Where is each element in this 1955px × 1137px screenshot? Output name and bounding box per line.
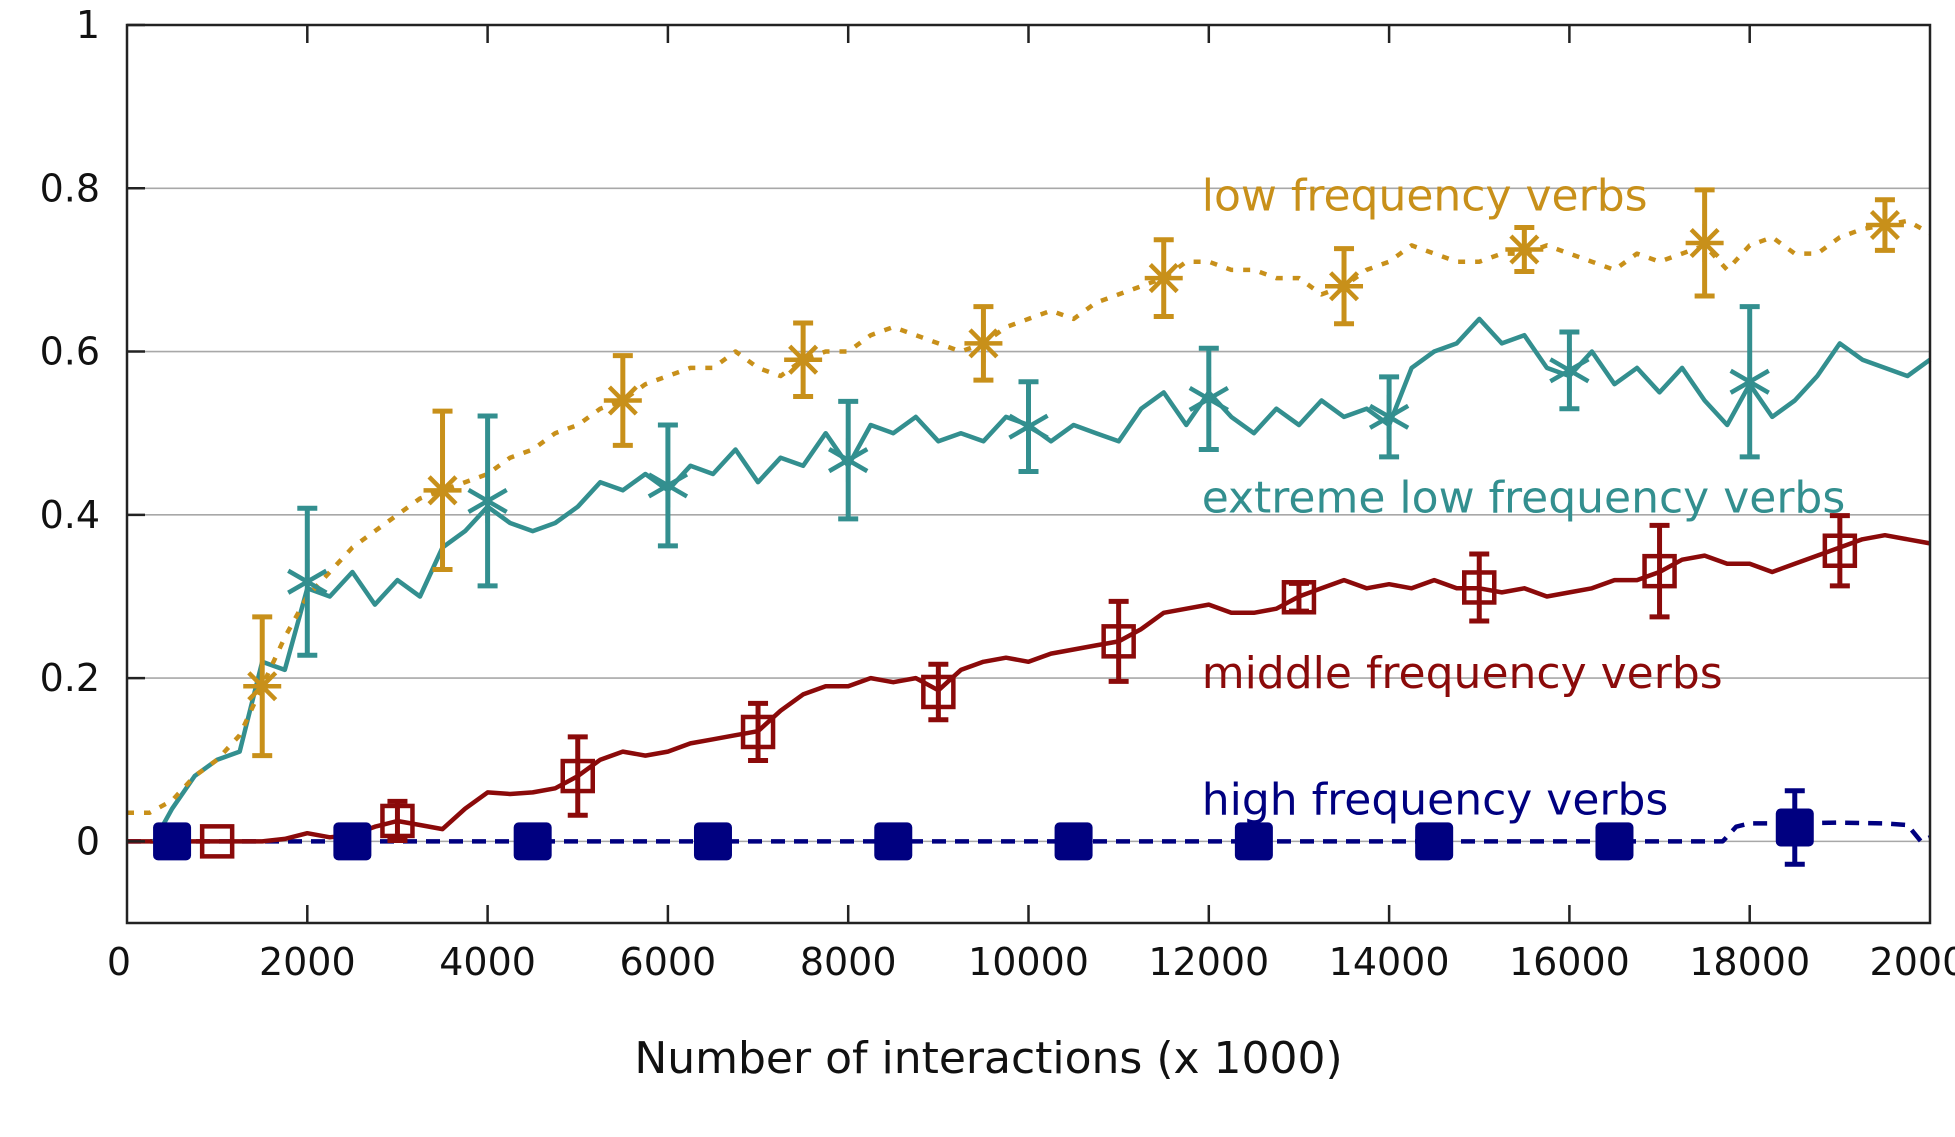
series-line-middle-frequency-verbs <box>127 532 1931 844</box>
data-point <box>693 822 732 861</box>
data-point <box>380 803 415 839</box>
error-bar <box>748 700 769 764</box>
y-tick-label: 0.8 <box>40 166 100 210</box>
y-tick-label: 0.6 <box>40 330 100 374</box>
x-tick-label: 6000 <box>620 940 717 984</box>
series-layer <box>127 187 1932 867</box>
y-tick-label: 0.2 <box>40 656 100 700</box>
data-point <box>828 438 869 483</box>
data-point <box>1549 348 1590 393</box>
marker-stroke <box>1869 209 1900 241</box>
error-bar <box>1829 513 1850 589</box>
data-point <box>199 824 235 859</box>
data-point <box>1281 580 1317 615</box>
x-tick-label: 8000 <box>800 940 897 984</box>
error-bar <box>567 734 588 818</box>
marker-stroke <box>968 328 999 359</box>
marker-stroke <box>247 671 278 702</box>
x-tick-label: 0 <box>107 940 131 984</box>
y-tick-label: 0.4 <box>40 493 100 537</box>
data-point <box>784 340 823 379</box>
x-tick-label: 18000 <box>1689 940 1810 984</box>
marker-stroke <box>427 475 458 506</box>
x-tick-label: 14000 <box>1329 940 1450 984</box>
series-markers-high-frequency-verbs <box>153 788 1814 867</box>
data-point <box>243 667 282 706</box>
data-point <box>740 714 776 750</box>
data-point <box>1188 376 1229 421</box>
data-point <box>921 674 956 710</box>
x-tick-label: 10000 <box>968 940 1089 984</box>
data-point <box>1144 259 1183 298</box>
x-tick-label: 12000 <box>1148 940 1269 984</box>
series-markers-low-frequency-verbs <box>243 187 1904 759</box>
data-point <box>1505 230 1544 269</box>
error-bar <box>1288 580 1309 614</box>
data-point <box>423 471 462 510</box>
data-point <box>1325 267 1364 306</box>
data-point <box>603 381 642 420</box>
data-point <box>1822 533 1858 568</box>
x-axis-title: Number of interactions (x 1000) <box>634 1033 1342 1084</box>
error-bar <box>1649 522 1670 620</box>
error-bar <box>928 661 949 723</box>
series-labels: low frequency verbs extreme low frequency… <box>1202 170 1846 825</box>
data-point <box>1685 223 1724 262</box>
marker-stroke <box>607 385 638 416</box>
marker-stroke <box>1689 227 1720 258</box>
data-point <box>560 758 595 794</box>
series-line-low-frequency-verbs <box>127 218 1932 816</box>
data-point <box>964 324 1003 363</box>
y-tick-label: 1 <box>76 3 100 47</box>
data-point <box>874 822 913 861</box>
x-tick-label: 2000 <box>259 940 356 984</box>
data-point <box>1008 404 1049 449</box>
error-bar <box>1108 598 1129 684</box>
data-point <box>1234 822 1273 861</box>
data-point <box>1101 624 1136 659</box>
series-line-extreme-low-frequency-verbs <box>152 316 1932 843</box>
data-point <box>333 822 372 861</box>
x-tick-label: 16000 <box>1509 940 1630 984</box>
axis-ticks: 0 0.2 0.4 0.6 0.8 1 0 2000 4000 6000 8000 10000 1200… <box>40 3 1955 984</box>
data-point <box>153 822 192 861</box>
series-label-middle-frequency-verbs: middle frequency verbs <box>1202 648 1723 699</box>
data-point <box>1415 822 1454 861</box>
data-point <box>1865 206 1904 245</box>
data-point <box>287 559 328 604</box>
series-label-high-frequency-verbs: high frequency verbs <box>1202 774 1669 825</box>
data-point <box>1462 570 1497 605</box>
data-point <box>1595 822 1634 861</box>
data-point <box>1729 359 1770 404</box>
data-point <box>1775 808 1814 847</box>
x-tick-label: 20000 <box>1870 940 1955 984</box>
data-point <box>1642 553 1677 589</box>
series-label-extreme-low-frequency-verbs: extreme low frequency verbs <box>1202 472 1846 523</box>
data-point <box>467 478 508 523</box>
series-markers-middle-frequency-verbs <box>199 513 1858 859</box>
series-line-high-frequency-verbs <box>127 820 1931 844</box>
data-point <box>513 822 552 861</box>
x-tick-label: 4000 <box>439 940 536 984</box>
marker-stroke <box>1509 234 1540 265</box>
marker-stroke <box>788 344 819 375</box>
series-markers-extreme-low-frequency-verbs <box>287 304 1770 658</box>
marker-stroke <box>1328 271 1360 302</box>
y-tick-label: 0 <box>76 819 100 863</box>
error-bar <box>1469 551 1490 624</box>
series-label-low-frequency-verbs: low frequency verbs <box>1202 170 1648 221</box>
data-point <box>1368 394 1410 439</box>
marker-stroke <box>1148 263 1179 294</box>
data-point <box>1054 822 1093 861</box>
data-point <box>647 463 689 508</box>
